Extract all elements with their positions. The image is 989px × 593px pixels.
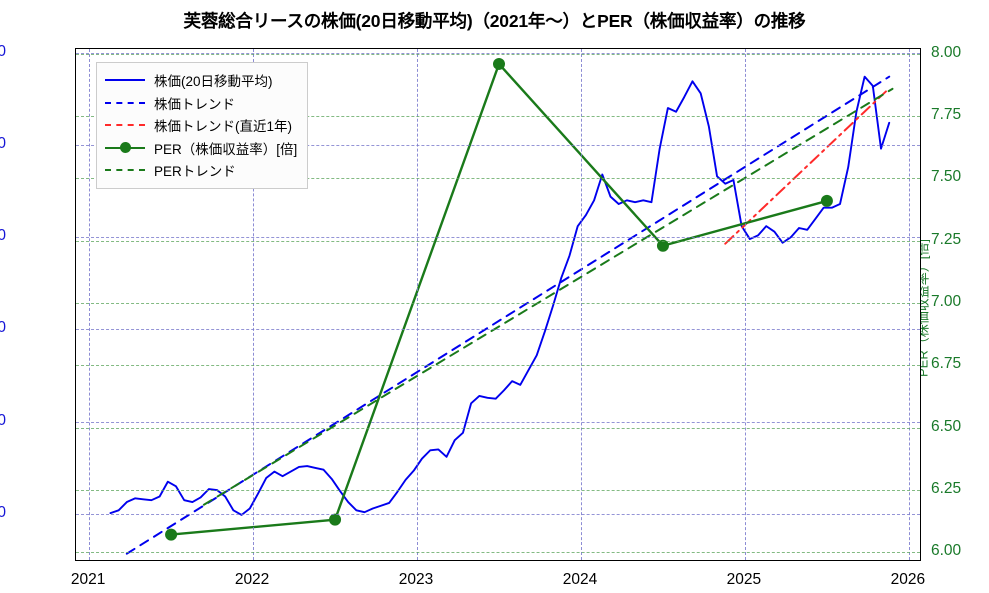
legend-line-icon: [105, 124, 145, 127]
x-tick-label: 2022: [234, 571, 270, 588]
y-tick-left: [75, 52, 76, 54]
y-tick-label-left: 4000: [0, 134, 6, 152]
legend-swatch-solid-blue: [105, 73, 145, 87]
chart-title: 芙蓉総合リースの株価(20日移動平均)（2021年～）とPER（株価収益率）の推…: [183, 11, 806, 31]
y-tick-label-right: 7.75: [931, 106, 962, 124]
legend-swatch-dashed-blue: [105, 96, 145, 110]
x-tick: [416, 560, 418, 561]
legend-item[interactable]: 株価(20日移動平均): [105, 69, 297, 92]
legend-item[interactable]: PERトレンド: [105, 159, 297, 182]
legend-line-icon: [105, 101, 145, 104]
y-tick-label-right: 6.25: [931, 479, 962, 497]
legend-swatch-dashdot-red: [105, 118, 145, 132]
x-tick-label: 2023: [398, 571, 434, 588]
y-tick-right: [920, 115, 921, 117]
x-tick-label: 2026: [890, 571, 926, 588]
x-tick: [88, 560, 90, 561]
legend-line-icon: [105, 141, 145, 155]
legend-item[interactable]: PER（株価収益率）[倍]: [105, 137, 297, 160]
legend-item-label: 株価トレンド: [154, 96, 235, 112]
y-tick-left: [75, 236, 76, 238]
legend-line-icon: [105, 169, 145, 172]
legend-item[interactable]: 株価トレンド(直近1年): [105, 114, 297, 137]
y-tick-right: [920, 240, 921, 242]
y-tick-label-left: 4500: [0, 42, 6, 60]
y-tick-label-left: 2500: [0, 411, 6, 429]
y-tick-left: [75, 144, 76, 146]
y-tick-label-right: 6.75: [931, 355, 962, 373]
y-tick-label-right: 6.00: [931, 542, 962, 560]
legend-item-label: PERトレンド: [154, 164, 236, 180]
y-tick-label-right: 6.50: [931, 417, 962, 435]
y-tick-right: [920, 364, 921, 366]
legend-item[interactable]: 株価トレンド: [105, 92, 297, 115]
legend-item-label: PER（株価収益率）[倍]: [154, 141, 298, 157]
y-tick-right: [920, 53, 921, 55]
y-tick-label-right: 7.25: [931, 230, 962, 248]
y-tick-right: [920, 489, 921, 491]
series-price: [724, 90, 887, 245]
y-tick-label-right: 8.00: [931, 43, 962, 61]
per-data-point: [165, 528, 178, 541]
per-data-point: [820, 194, 833, 207]
legend-line-icon: [105, 79, 145, 82]
x-tick-label: 2024: [562, 571, 598, 588]
y-tick-label-left: 3500: [0, 227, 6, 245]
per-data-point: [329, 513, 342, 526]
y-tick-label-right: 7.00: [931, 293, 962, 310]
legend-item-label: 株価トレンド(直近1年): [154, 119, 292, 135]
y-tick-left: [75, 421, 76, 423]
legend-swatch-marker-green: [105, 141, 145, 155]
y-tick-left: [75, 513, 76, 515]
y-tick-right: [920, 178, 921, 180]
y-tick-label-left: 2000: [0, 504, 6, 522]
y-tick-right: [920, 427, 921, 429]
x-tick-label: 2025: [726, 571, 762, 588]
per-data-point: [493, 57, 505, 70]
legend-item-label: 株価(20日移動平均): [154, 74, 273, 90]
chart-legend: 株価(20日移動平均) 株価トレンド株価トレンド(直近1年) PER（株価収益率）[…: [96, 62, 309, 189]
x-tick: [908, 560, 910, 561]
x-tick: [252, 560, 254, 561]
y-tick-label-left: 3000: [0, 319, 6, 337]
y-tick-right: [920, 302, 921, 304]
y-tick-right: [920, 551, 921, 553]
y-tick-left: [75, 329, 76, 331]
x-tick: [580, 560, 582, 561]
legend-swatch-dashed-green: [105, 163, 145, 177]
x-tick: [744, 560, 746, 561]
y-tick-label-right: 7.50: [931, 168, 962, 186]
series-per: [202, 87, 894, 506]
per-data-point: [656, 239, 669, 252]
x-tick-label: 2021: [70, 571, 106, 588]
